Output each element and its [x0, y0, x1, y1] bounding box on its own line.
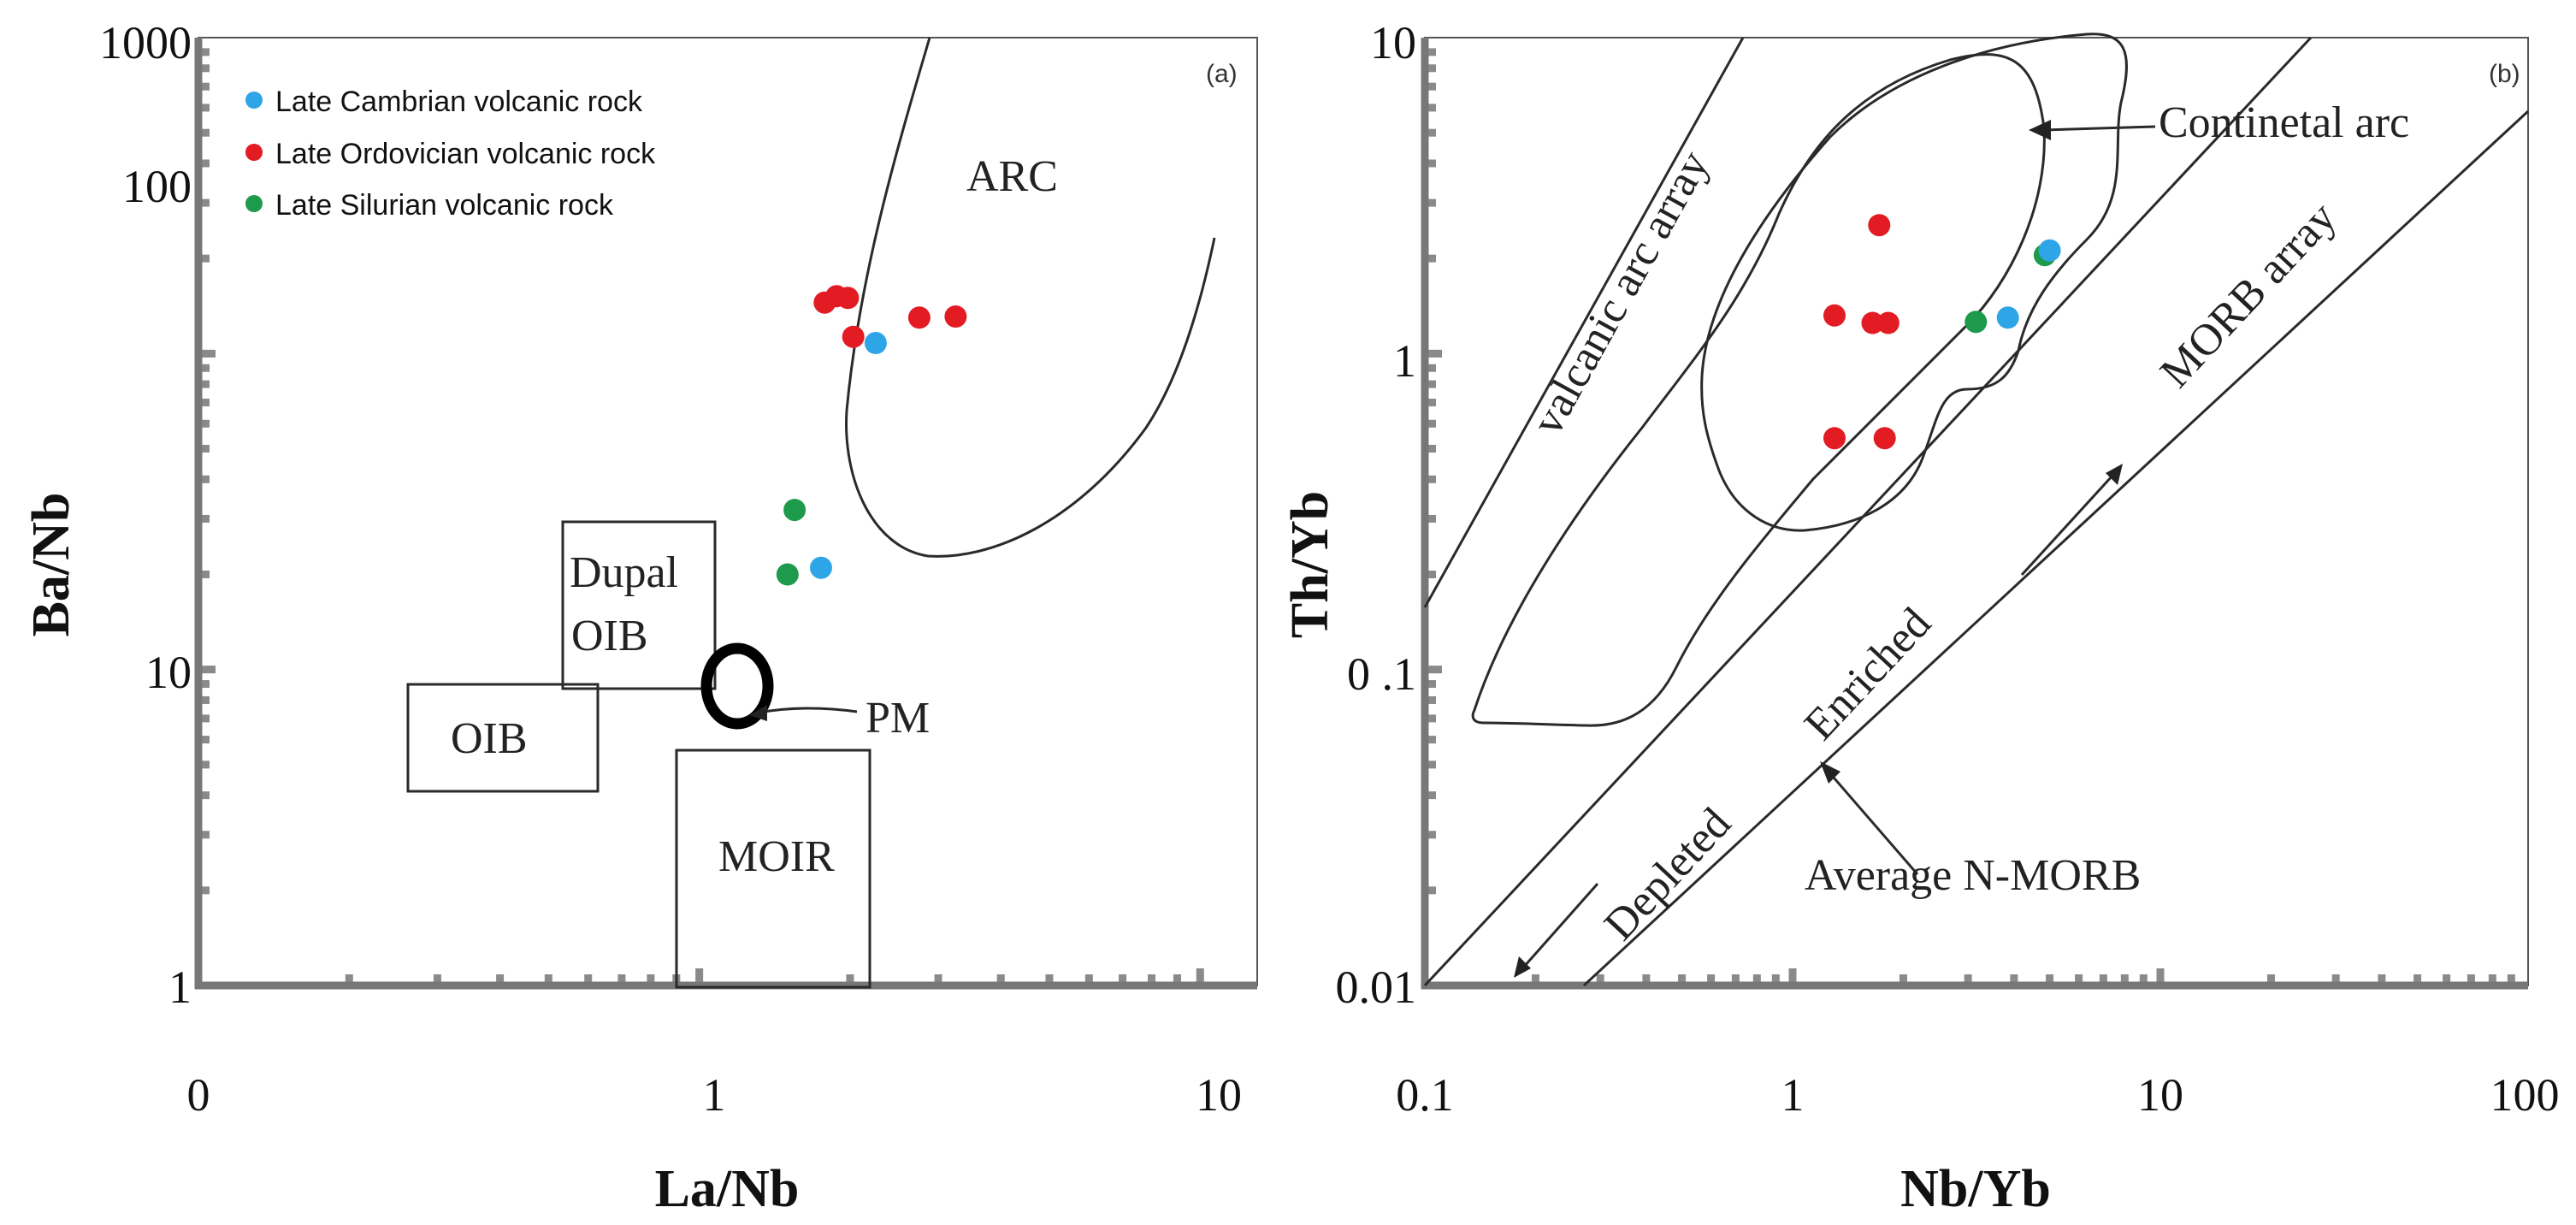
morb-array-upper-line	[1423, 36, 2313, 987]
arc-label: ARC	[966, 152, 1058, 201]
panel-b-point-late-ordovician	[1823, 427, 1846, 450]
panel-a-x-axis-label: La/Nb	[655, 1160, 800, 1218]
legend-marker-late-cambrian	[245, 92, 263, 109]
panel-b-ytick-1: 1	[1393, 335, 1416, 387]
panel-b-point-late-silurian	[1964, 311, 1988, 334]
panel-b-y-axis-label: Th/Yb	[1281, 491, 1339, 638]
panel-a-point-late-cambrian	[864, 332, 887, 354]
moir-field	[675, 749, 871, 989]
continental-arc-arrowhead	[2029, 120, 2051, 140]
pm-arrowhead	[749, 705, 767, 721]
panel-b-point-late-cambrian	[1996, 306, 2019, 329]
panel-b-point-late-ordovician	[1876, 311, 1900, 334]
panel-b-point-late-ordovician	[1868, 214, 1891, 237]
average-nmorb-label: Average N-MORB	[1805, 851, 2141, 900]
panel-a-ytick-100: 100	[122, 161, 192, 212]
panel-b-xtick-10: 10	[2137, 1069, 2183, 1121]
depleted-label: Depleted	[1595, 799, 1740, 950]
panel-a-point-late-ordovician	[842, 325, 865, 348]
panel-a-y-axis-label: Ba/Nb	[22, 493, 80, 637]
continental-arc-label: Continetal arc	[2159, 98, 2409, 147]
panel-b-tag: (b)	[2489, 60, 2520, 88]
panel-a-point-late-ordovician	[944, 305, 967, 328]
panel-a-point-late-silurian	[776, 563, 799, 586]
panel-b-xtick-1: 1	[1781, 1069, 1805, 1121]
panel-a-tag: (a)	[1206, 60, 1238, 88]
panel-b-points	[1823, 214, 2061, 450]
panel-b-xtick-0-1: 0.1	[1396, 1069, 1454, 1121]
pm-field	[700, 642, 774, 730]
dupal-oib-field	[561, 520, 717, 690]
panel-a-point-late-ordovician	[907, 306, 931, 329]
volcanic-arc-upper-line	[1423, 37, 1745, 608]
volcanic-arc-array-field	[1471, 53, 2046, 727]
panel-a-ytick-1: 1	[168, 962, 192, 1013]
legend-label-late-ordovician: Late Ordovician volcanic rock	[275, 138, 656, 170]
panel-b-point-late-cambrian	[2038, 239, 2061, 262]
average-nmorb-arrow-line	[1827, 771, 1919, 875]
panel-a-xtick-10: 10	[1196, 1069, 1242, 1121]
panel-a-xtick-1: 1	[703, 1069, 726, 1121]
panel-a-point-late-ordovician	[836, 287, 860, 310]
pm-arrow-line	[759, 707, 858, 714]
legend-marker-late-silurian	[245, 195, 263, 212]
panel-b-ytick-0-01: 0.01	[1336, 962, 1417, 1013]
morb-array-lower-line	[1582, 109, 2530, 987]
continental-arc-arrow-line	[2043, 125, 2156, 132]
panel-b-ytick-10: 10	[1370, 17, 1416, 68]
volcanic-arc-array-label: valcanic arc array	[1523, 143, 1719, 443]
panel-b: Continetal arc valcanic arc array MORB a…	[1281, 17, 2560, 1218]
panel-a-point-late-cambrian	[810, 556, 832, 579]
enriched-arrow-line	[2020, 474, 2114, 577]
panel-b-frame	[1424, 37, 2529, 986]
legend-label-late-cambrian: Late Cambrian volcanic rock	[275, 86, 643, 118]
panel-b-minor-ticks	[1421, 48, 2515, 990]
oib-field	[406, 683, 600, 793]
average-nmorb-arrowhead	[1820, 761, 1840, 784]
panel-b-point-late-ordovician	[1823, 304, 1846, 327]
continental-arc-field	[1700, 33, 2128, 532]
panel-b-xtick-100: 100	[2490, 1069, 2560, 1121]
depleted-arrowhead	[1514, 956, 1531, 978]
panel-a-ytick-1000: 1000	[99, 17, 192, 68]
depleted-arrow-line	[1522, 883, 1599, 968]
pm-label: PM	[866, 694, 930, 743]
panel-a: ARC Dupal OIB OIB MOIR PM (a) Late Cambr…	[22, 17, 1258, 1218]
panel-b-ytick-0-1: 0 .1	[1347, 648, 1416, 700]
panel-a-xtick-0: 0	[187, 1069, 210, 1121]
panel-a-point-late-silurian	[783, 499, 806, 522]
panel-b-point-late-ordovician	[1873, 427, 1896, 450]
panel-a-ytick-10: 10	[145, 647, 192, 698]
panel-b-point-late-ordovician	[1861, 311, 1884, 334]
morb-array-label: MORB array	[2151, 193, 2346, 397]
enriched-arrowhead	[2106, 464, 2123, 485]
arc-field	[845, 37, 1216, 558]
panel-b-x-axis-label: Nb/Yb	[1900, 1160, 2051, 1218]
oib-label: OIB	[451, 714, 528, 763]
panel-a-points	[776, 285, 967, 586]
moir-label: MOIR	[718, 832, 835, 881]
legend: Late Cambrian volcanic rock Late Ordovic…	[245, 86, 656, 222]
dupal-label: Dupal	[570, 548, 678, 597]
legend-marker-late-ordovician	[245, 144, 263, 161]
dupal-oib-label: OIB	[571, 612, 648, 660]
legend-label-late-silurian: Late Silurian volcanic rock	[275, 189, 614, 222]
